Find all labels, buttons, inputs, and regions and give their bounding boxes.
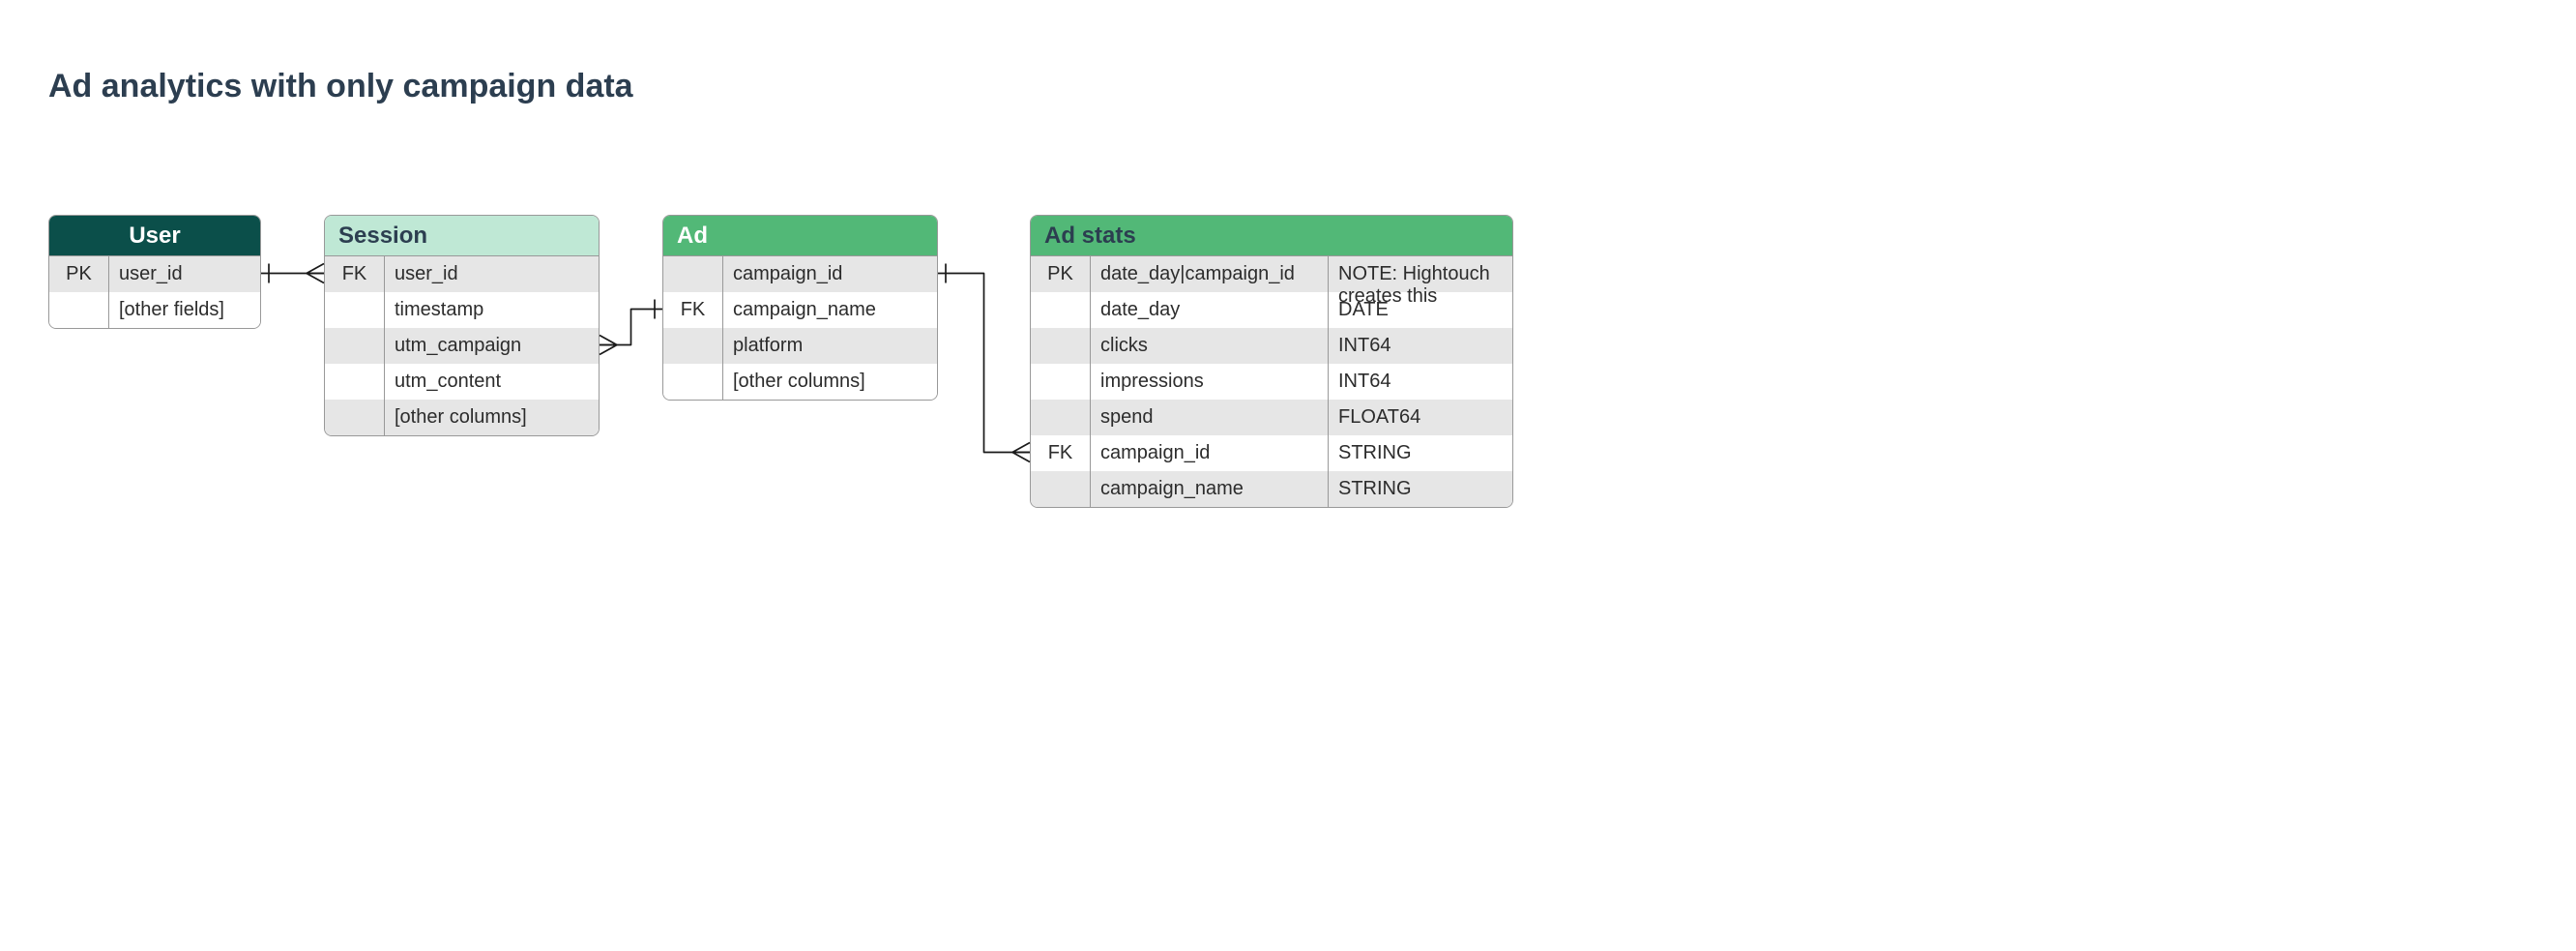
cell-name: impressions [1091, 364, 1329, 400]
cell-name: user_id [109, 256, 260, 292]
table-row: FKcampaign_name [663, 292, 937, 328]
cell-name: date_day [1091, 292, 1329, 328]
page-title: Ad analytics with only campaign data [48, 68, 633, 105]
entity-header: Ad [663, 216, 937, 256]
connector-ad-adstats [938, 274, 1030, 453]
cell-key [1031, 364, 1091, 400]
table-row: clicksINT64 [1031, 328, 1512, 364]
table-row: FKuser_id [325, 256, 599, 292]
cell-key: PK [49, 256, 109, 292]
cell-key [325, 292, 385, 328]
cell-key: FK [1031, 435, 1091, 471]
table-row: date_dayDATE [1031, 292, 1512, 328]
cell-key [1031, 292, 1091, 328]
entity-session: SessionFKuser_idtimestamputm_campaignutm… [324, 215, 600, 436]
cell-name: date_day|campaign_id [1091, 256, 1329, 292]
cell-name: [other columns] [385, 400, 599, 435]
cell-name: [other fields] [109, 292, 260, 328]
entity-ad: Adcampaign_idFKcampaign_nameplatform[oth… [662, 215, 938, 401]
connector-session-ad [600, 310, 662, 345]
table-row: platform [663, 328, 937, 364]
table-row: campaign_id [663, 256, 937, 292]
cell-name: campaign_name [723, 292, 937, 328]
cell-name: platform [723, 328, 937, 364]
table-row: spendFLOAT64 [1031, 400, 1512, 435]
cell-name: campaign_id [723, 256, 937, 292]
cell-note: FLOAT64 [1329, 400, 1512, 435]
cell-name: [other columns] [723, 364, 937, 400]
cell-key [663, 256, 723, 292]
cell-key [1031, 471, 1091, 507]
cell-name: spend [1091, 400, 1329, 435]
cell-note: DATE [1329, 292, 1512, 328]
table-row: [other fields] [49, 292, 260, 328]
cell-key: PK [1031, 256, 1091, 292]
entity-user: UserPKuser_id[other fields] [48, 215, 261, 329]
cell-note: INT64 [1329, 364, 1512, 400]
cell-note: STRING [1329, 471, 1512, 507]
cell-key [49, 292, 109, 328]
entity-adstats: Ad statsPKdate_day|campaign_idNOTE: High… [1030, 215, 1513, 508]
entity-header: Session [325, 216, 599, 256]
cell-key [1031, 328, 1091, 364]
table-row: PKdate_day|campaign_idNOTE: Hightouch cr… [1031, 256, 1512, 292]
table-row: impressionsINT64 [1031, 364, 1512, 400]
cell-note: INT64 [1329, 328, 1512, 364]
entity-header: Ad stats [1031, 216, 1512, 256]
cell-name: timestamp [385, 292, 599, 328]
cell-key [663, 328, 723, 364]
table-row: PKuser_id [49, 256, 260, 292]
table-row: utm_content [325, 364, 599, 400]
table-row: [other columns] [325, 400, 599, 435]
entity-header: User [49, 216, 260, 256]
table-row: utm_campaign [325, 328, 599, 364]
table-row: FKcampaign_idSTRING [1031, 435, 1512, 471]
cell-name: campaign_id [1091, 435, 1329, 471]
cell-note: STRING [1329, 435, 1512, 471]
cell-name: user_id [385, 256, 599, 292]
cell-name: clicks [1091, 328, 1329, 364]
cell-key [325, 328, 385, 364]
cell-key [1031, 400, 1091, 435]
table-row: campaign_nameSTRING [1031, 471, 1512, 507]
table-row: timestamp [325, 292, 599, 328]
cell-key [663, 364, 723, 400]
cell-key: FK [325, 256, 385, 292]
table-row: [other columns] [663, 364, 937, 400]
cell-key: FK [663, 292, 723, 328]
cell-name: utm_content [385, 364, 599, 400]
cell-name: campaign_name [1091, 471, 1329, 507]
cell-key [325, 364, 385, 400]
cell-key [325, 400, 385, 435]
cell-note: NOTE: Hightouch creates this [1329, 256, 1512, 292]
cell-name: utm_campaign [385, 328, 599, 364]
